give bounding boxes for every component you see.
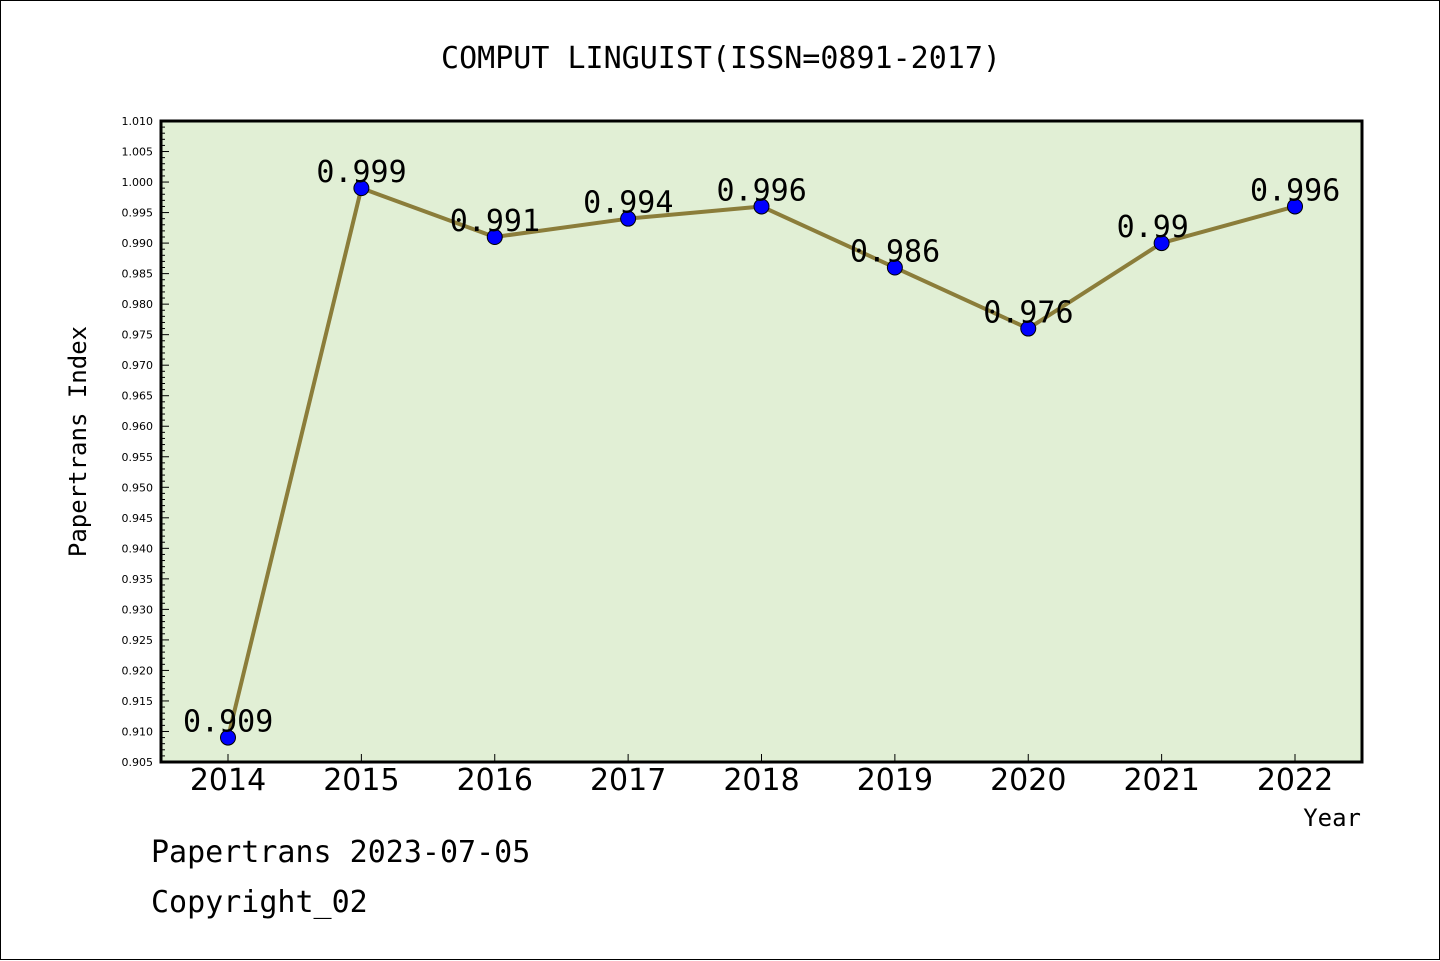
- data-point: [353, 180, 370, 197]
- data-labels: 0.909 0.999 0.991 0.994 0.996 0.986 0.976 0.99 0…: [183, 155, 1340, 739]
- data-label: 0.999: [316, 155, 406, 190]
- y-tick-label: 0.980: [122, 298, 154, 311]
- y-tick-label: 1.005: [122, 146, 154, 159]
- y-tick-label: 0.935: [122, 573, 154, 586]
- x-tick-label: 2018: [723, 763, 799, 798]
- data-point: [220, 729, 236, 746]
- y-tick-label: 0.960: [122, 420, 154, 433]
- y-tick-label: 0.990: [122, 237, 154, 250]
- y-tick-label: 0.985: [122, 268, 154, 281]
- y-tick-label: 0.910: [122, 725, 154, 738]
- x-axis-ticks: 2014 2015 2016 2017 2018 2019 2020 2021 2022: [190, 754, 1333, 798]
- y-axis-ticks: 0.905 0.910 0.915 0.920 0.925 0.930 0.935 0.940…: [122, 115, 169, 769]
- y-tick-label: 0.955: [122, 451, 154, 464]
- y-tick-label: 0.920: [122, 664, 154, 677]
- series-line-group: [220, 180, 1303, 746]
- y-tick-label: 0.905: [122, 756, 154, 769]
- y-tick-label: 0.940: [122, 542, 154, 555]
- footer-copyright: Copyright_02: [151, 885, 368, 920]
- x-tick-label: 2016: [457, 763, 533, 798]
- data-label: 0.996: [1250, 173, 1340, 208]
- footer-date-line: Papertrans 2023-07-05: [151, 835, 531, 870]
- data-point: [1287, 198, 1303, 215]
- chart-title: COMPUT LINGUIST(ISSN=0891-2017): [441, 41, 1001, 76]
- data-label: 0.991: [450, 204, 540, 239]
- data-label: 0.994: [583, 186, 673, 221]
- x-tick-label: 2015: [323, 763, 399, 798]
- y-tick-label: 0.915: [122, 695, 154, 708]
- data-point: [1153, 235, 1170, 252]
- data-point: [486, 228, 503, 245]
- y-tick-label: 0.970: [122, 359, 154, 372]
- y-tick-label: 0.930: [122, 603, 154, 616]
- data-point: [886, 259, 903, 276]
- data-point: [753, 198, 770, 215]
- y-tick-label: 0.950: [122, 481, 154, 494]
- data-label: 0.986: [850, 235, 940, 270]
- x-tick-label: 2019: [857, 763, 933, 798]
- data-point: [620, 210, 637, 227]
- plot-area: [159, 119, 1364, 764]
- x-axis-title: Year: [1303, 804, 1361, 832]
- data-label: 0.976: [983, 296, 1073, 331]
- data-label: 0.996: [717, 173, 807, 208]
- y-tick-label: 0.925: [122, 634, 154, 647]
- data-label: 0.909: [183, 705, 273, 740]
- data-point: [1020, 320, 1037, 337]
- y-tick-label: 1.000: [122, 176, 154, 189]
- x-tick-label: 2014: [190, 763, 266, 798]
- x-tick-label: 2017: [590, 763, 666, 798]
- x-tick-label: 2022: [1257, 763, 1333, 798]
- data-label: 0.99: [1117, 210, 1189, 245]
- y-tick-label: 0.995: [122, 207, 154, 220]
- y-tick-label: 0.965: [122, 390, 154, 403]
- x-tick-label: 2021: [1123, 763, 1199, 798]
- y-axis-title: Papertrans Index: [64, 326, 92, 557]
- x-tick-label: 2020: [990, 763, 1066, 798]
- y-tick-label: 0.945: [122, 512, 154, 525]
- y-tick-label: 1.010: [122, 115, 154, 128]
- y-tick-label: 0.975: [122, 329, 154, 342]
